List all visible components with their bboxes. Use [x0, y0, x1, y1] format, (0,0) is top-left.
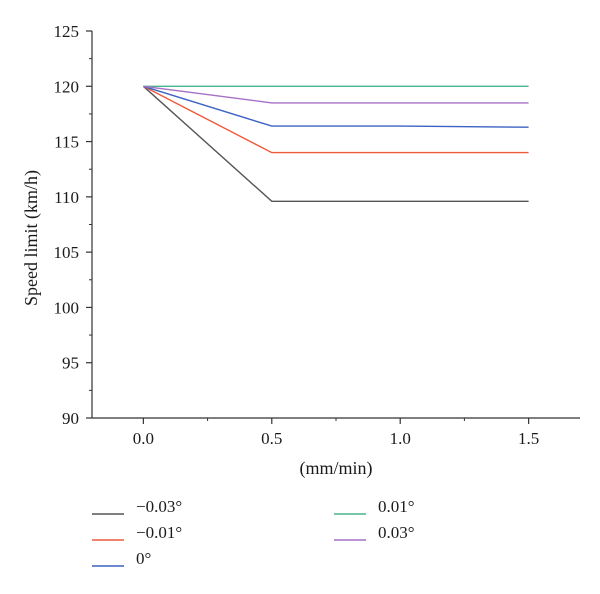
legend-label: 0.01° [378, 497, 415, 516]
x-axis-title: (mm/min) [300, 458, 373, 479]
legend-label: −0.01° [136, 523, 182, 542]
y-tick-label: 100 [54, 298, 80, 317]
legend-label: 0.03° [378, 523, 415, 542]
y-tick-label: 105 [54, 243, 80, 262]
y-tick-label: 95 [62, 354, 79, 373]
axes: 90 95 100 105 110 115 120 125 0.0 0.5 1.0 1.5 [54, 22, 580, 448]
x-tick-label: 0.5 [261, 429, 282, 448]
legend-label: −0.03° [136, 497, 182, 516]
y-tick-label: 115 [54, 133, 79, 152]
x-tick-label: 1.5 [518, 429, 539, 448]
legend-label: 0° [136, 549, 151, 568]
y-tick-label: 125 [54, 22, 80, 41]
legend: −0.03° −0.01° 0° 0.01° 0.03° [92, 497, 415, 568]
x-tick-label: 1.0 [390, 429, 411, 448]
series-line [143, 85, 529, 128]
series-line [142, 85, 529, 203]
series-line [143, 85, 529, 154]
y-tick-label: 120 [54, 77, 80, 96]
y-tick-label: 90 [62, 409, 79, 428]
x-tick-label: 0.0 [133, 429, 154, 448]
series-line [143, 85, 529, 104]
y-tick-label: 110 [54, 188, 79, 207]
plot-area [142, 85, 529, 203]
y-axis-title: Speed limit (km/h) [21, 170, 42, 306]
